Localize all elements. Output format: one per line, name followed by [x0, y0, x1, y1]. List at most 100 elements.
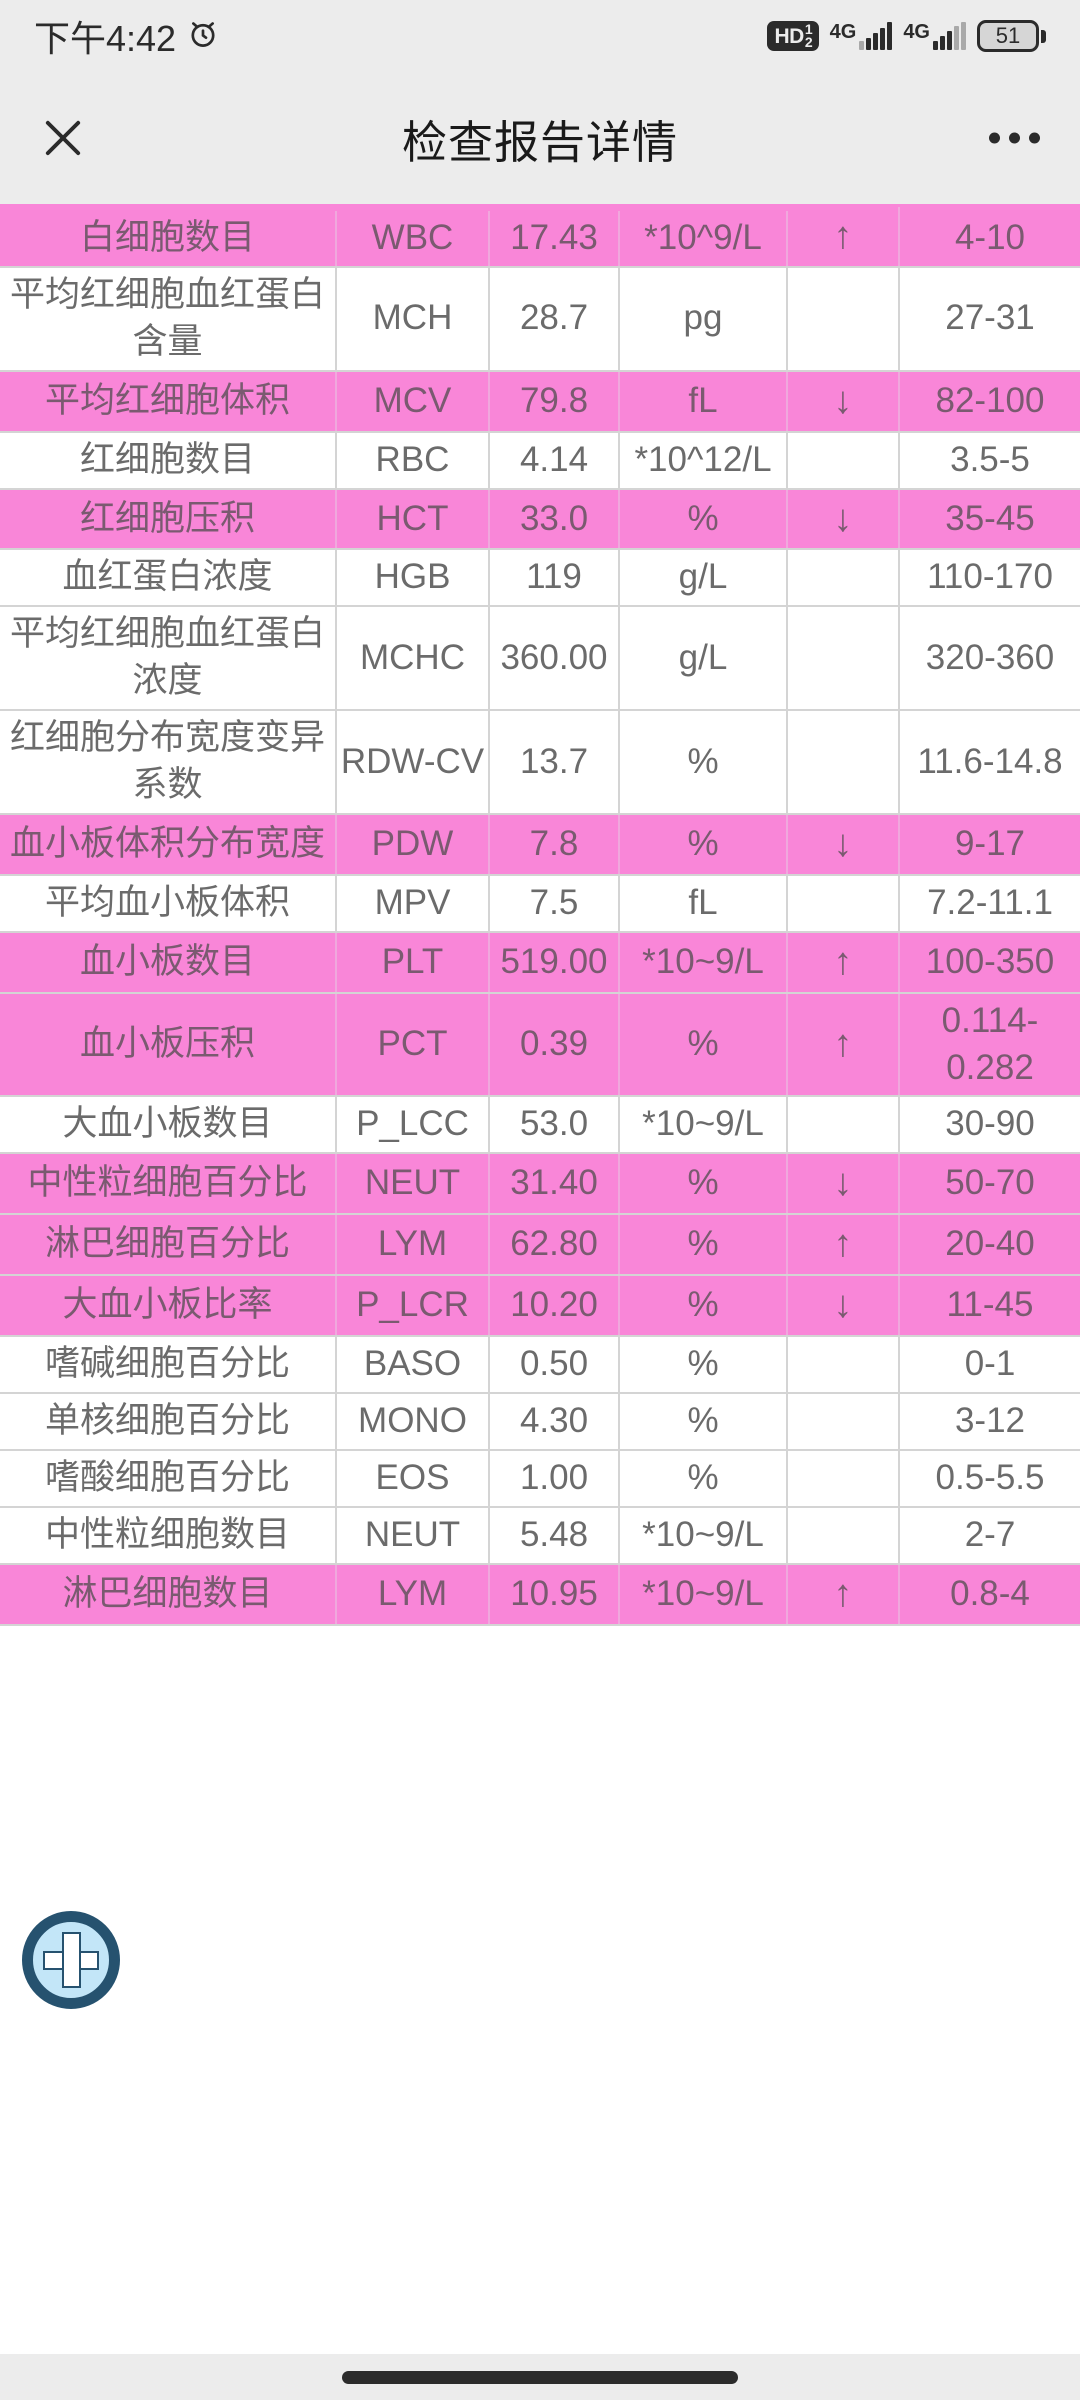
table-row[interactable]: 红细胞分布宽度变异系数 RDW-CV 13.7% 11.6-14.8: [0, 711, 1080, 815]
table-row[interactable]: 红细胞数目 RBC 4.14 *10^12/L 3.5-5: [0, 432, 1080, 490]
result-flag: ↓: [788, 371, 900, 431]
result-unit: %: [620, 1337, 788, 1392]
table-row[interactable]: 血小板数目 PLT 519.00 *10~9/L ↑ 100-350: [0, 932, 1080, 994]
table-row[interactable]: 中性粒细胞数目 NEUT 5.48 *10~9/L 2-7: [0, 1507, 1080, 1565]
result-code: LYM: [337, 1215, 490, 1275]
signal-icon-sim1: 4G: [830, 22, 893, 50]
result-code: RDW-CV: [337, 711, 490, 813]
table-row[interactable]: 平均红细胞血红蛋白浓度 MCHC 360.00 g/L 320-360: [0, 607, 1080, 712]
result-name: 中性粒细胞百分比: [0, 1154, 337, 1214]
result-unit: %: [620, 814, 788, 874]
result-flag: ↓: [788, 814, 900, 874]
result-name: 平均红细胞体积: [0, 371, 337, 431]
result-reference: 110-170: [927, 557, 1053, 597]
table-row[interactable]: 淋巴细胞百分比 LYM 62.80% ↑ 20-40: [0, 1215, 1080, 1277]
hd-voice-icon: HD 1 2: [767, 20, 819, 52]
result-code: P_LCR: [337, 1276, 490, 1336]
result-unit: g/L: [620, 607, 788, 710]
result-name: 大血小板比率: [0, 1276, 337, 1336]
result-code: NEUT: [337, 1507, 490, 1563]
result-name: 红细胞数目: [0, 432, 337, 488]
more-options-icon[interactable]: [989, 132, 1040, 144]
signal-icon-sim2: 4G: [903, 22, 966, 50]
result-reference: 11.6-14.8: [917, 741, 1063, 781]
table-row[interactable]: 大血小板数目 P_LCC 53.0 *10~9/L 30-90: [0, 1097, 1080, 1155]
table-row[interactable]: 嗜酸细胞百分比 EOS 1.00% 0.5-5.5: [0, 1450, 1080, 1508]
result-code: PDW: [337, 814, 490, 874]
plus-icon-vertical: [61, 1932, 81, 1988]
result-value: 17.43: [490, 211, 620, 266]
result-flag: ↑: [788, 1215, 900, 1275]
result-reference: 4-10: [954, 218, 1026, 258]
result-unit: %: [620, 489, 788, 549]
lab-results-table[interactable]: 白细胞数目 WBC 17.43 *10^9/L ↑ 4-10 平均红细胞血红蛋白含量 MCH 2…: [0, 204, 1080, 2354]
table-row[interactable]: 白细胞数目 WBC 17.43 *10^9/L ↑ 4-10: [0, 204, 1080, 268]
status-time: 下午4:42: [34, 18, 177, 59]
result-value: 4.30: [490, 1393, 620, 1449]
table-row[interactable]: 平均红细胞体积 MCV 79.8 fL ↓ 82-100: [0, 371, 1080, 433]
result-code: MPV: [337, 875, 490, 931]
result-name: 血小板压积: [0, 993, 337, 1096]
result-code: RBC: [337, 432, 490, 488]
result-reference: 0-1: [964, 1344, 1016, 1384]
result-value: 360.00: [490, 607, 620, 710]
table-row[interactable]: 嗜碱细胞百分比 BASO 0.50% 0-1: [0, 1337, 1080, 1394]
result-reference: 11-45: [946, 1285, 1034, 1325]
table-row[interactable]: 单核细胞百分比 MONO 4.30% 3-12: [0, 1393, 1080, 1451]
result-value: 33.0: [490, 489, 620, 549]
result-code: PLT: [337, 932, 490, 992]
result-value: 7.5: [490, 875, 620, 931]
table-row[interactable]: 大血小板比率 P_LCR 10.20% ↓ 11-45: [0, 1276, 1080, 1338]
add-button[interactable]: [22, 1911, 120, 2009]
result-code: MONO: [337, 1393, 490, 1449]
result-reference: 0.5-5.5: [935, 1457, 1045, 1497]
result-value: 79.8: [490, 371, 620, 431]
result-flag: [788, 1393, 900, 1449]
table-row[interactable]: 血小板压积 PCT 0.39% ↑ 0.114-0.282: [0, 993, 1080, 1098]
result-unit: %: [620, 1215, 788, 1275]
home-indicator[interactable]: [342, 2370, 738, 2384]
result-flag: [788, 1337, 900, 1392]
result-value: 4.14: [490, 432, 620, 488]
result-name: 嗜碱细胞百分比: [0, 1337, 337, 1392]
network-type-1: 4G: [829, 21, 857, 43]
result-unit: pg: [620, 268, 788, 370]
result-code: PCT: [337, 993, 490, 1096]
result-value: 13.7: [490, 711, 620, 813]
result-reference: 100-350: [925, 941, 1055, 981]
network-type-2: 4G: [903, 21, 930, 43]
battery-icon: 51: [977, 20, 1046, 52]
result-code: HGB: [337, 550, 490, 606]
table-row[interactable]: 血红蛋白浓度 HGB 119 g/L 110-170: [0, 550, 1080, 608]
result-flag: ↑: [788, 1564, 900, 1624]
result-name: 平均血小板体积: [0, 875, 337, 931]
result-reference: 35-45: [945, 498, 1035, 538]
result-unit: fL: [620, 371, 788, 431]
result-value: 5.48: [490, 1507, 620, 1563]
hd-sup: 1: [804, 20, 813, 37]
result-flag: ↓: [788, 1276, 900, 1336]
result-unit: %: [620, 1154, 788, 1214]
result-flag: ↓: [788, 489, 900, 549]
result-code: NEUT: [337, 1154, 490, 1214]
result-name: 淋巴细胞百分比: [0, 1215, 337, 1275]
table-row[interactable]: 平均血小板体积 MPV 7.5 fL 7.2-11.1: [0, 875, 1080, 933]
result-unit: fL: [620, 875, 788, 931]
result-name: 白细胞数目: [0, 211, 337, 266]
result-value: 53.0: [490, 1097, 620, 1153]
result-value: 519.00: [490, 932, 620, 992]
result-value: 31.40: [490, 1154, 620, 1214]
table-row[interactable]: 红细胞压积 HCT 33.0% ↓ 35-45: [0, 489, 1080, 551]
table-row[interactable]: 中性粒细胞百分比 NEUT 31.40% ↓ 50-70: [0, 1154, 1080, 1216]
result-flag: ↑: [788, 207, 900, 266]
result-reference: 50-70: [945, 1163, 1035, 1203]
result-unit: %: [620, 1450, 788, 1506]
close-icon[interactable]: [34, 109, 92, 167]
table-row[interactable]: 平均红细胞血红蛋白含量 MCH 28.7 pg 27-31: [0, 268, 1080, 372]
result-name: 红细胞分布宽度变异系数: [0, 711, 337, 813]
table-row[interactable]: 淋巴细胞数目 LYM 10.95 *10~9/L ↑ 0.8-4: [0, 1564, 1080, 1626]
result-reference: 20-40: [945, 1224, 1035, 1264]
table-row[interactable]: 血小板体积分布宽度 PDW 7.8% ↓ 9-17: [0, 814, 1080, 876]
result-unit: %: [620, 1393, 788, 1449]
